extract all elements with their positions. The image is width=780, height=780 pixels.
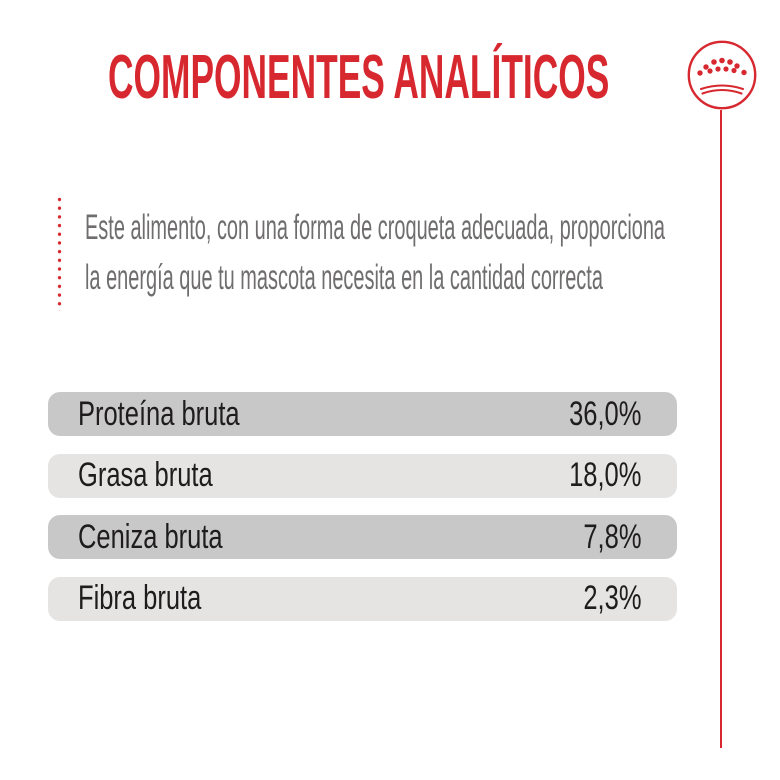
dotted-accent-line xyxy=(57,197,62,311)
component-value: 7,8% xyxy=(582,517,641,556)
table-row: Ceniza bruta 7,8% xyxy=(48,515,677,559)
table-row: Proteína bruta 36,0% xyxy=(48,392,677,436)
intro-line-1: Este alimento, con una forma de croqueta… xyxy=(85,208,666,247)
component-label: Grasa bruta xyxy=(78,456,213,494)
vertical-accent-line xyxy=(720,110,722,748)
component-label: Fibra bruta xyxy=(78,579,202,617)
component-label: Proteína bruta xyxy=(78,394,240,433)
page-title: COMPONENTES ANALÍTICOS xyxy=(108,43,610,112)
component-value: 36,0% xyxy=(568,394,641,433)
component-value: 18,0% xyxy=(568,456,641,494)
intro-text: Este alimento, con una forma de croqueta… xyxy=(85,203,665,303)
table-row: Fibra bruta 2,3% xyxy=(48,576,677,621)
component-label: Ceniza bruta xyxy=(78,517,223,556)
component-value: 2,3% xyxy=(582,579,641,617)
table-row: Grasa bruta 18,0% xyxy=(48,453,677,498)
analytical-components-table: Proteína bruta 36,0% Grasa bruta 18,0% C… xyxy=(48,392,677,621)
royal-canin-crown-logo-icon xyxy=(687,40,757,110)
intro-line-2: la energía que tu mascota necesita en la… xyxy=(85,258,603,297)
